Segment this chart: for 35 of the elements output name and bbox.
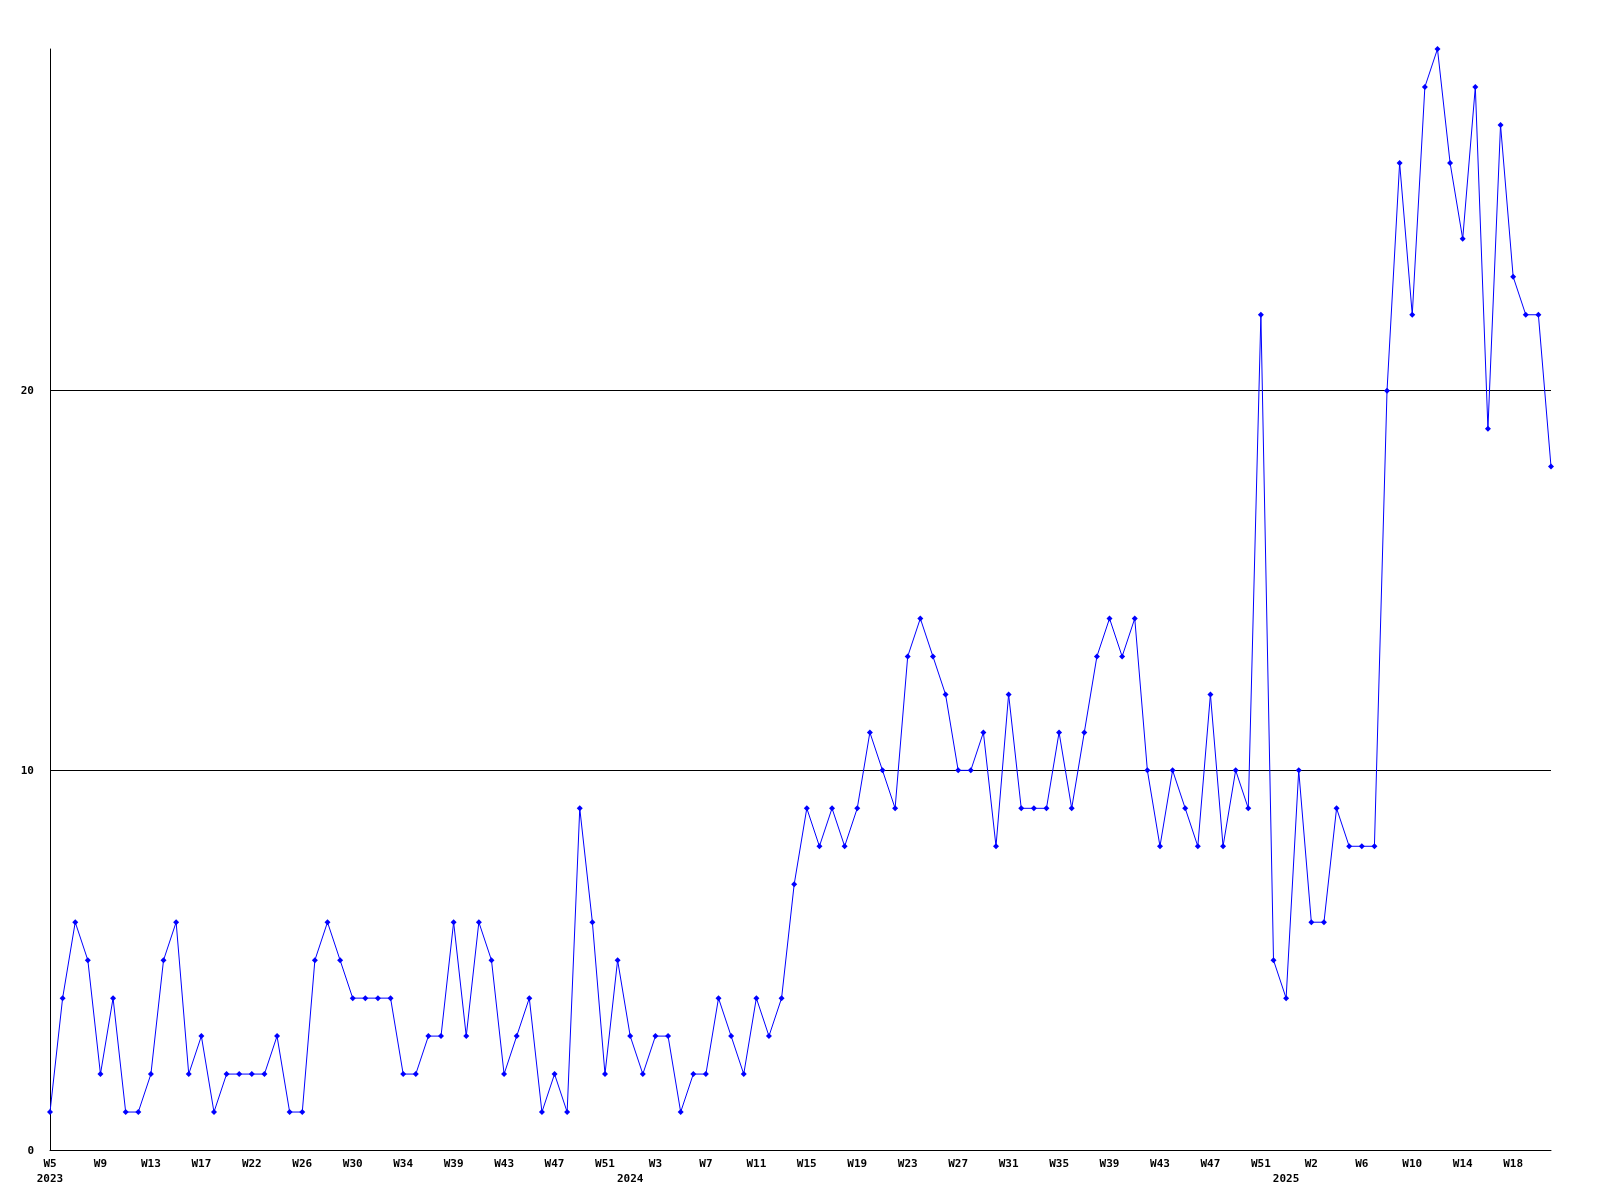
x-tick-label: W14: [1452, 1157, 1474, 1170]
x-tick-label: W35: [1049, 1157, 1070, 1170]
x-tick-label: W9: [93, 1157, 108, 1170]
x-tick-label: W5 2023: [36, 1157, 64, 1185]
x-tick-label: W30: [342, 1157, 363, 1170]
x-tick-label: W15: [796, 1157, 817, 1170]
x-tick-label: 2024: [616, 1172, 644, 1185]
x-tick-label: W6: [1355, 1157, 1369, 1170]
y-tick-label: 0: [27, 1143, 34, 1157]
x-tick-label: W7: [699, 1157, 713, 1170]
x-tick-label: W43: [494, 1157, 515, 1170]
x-tick-label: W13: [140, 1157, 161, 1170]
x-tick-label: W23: [897, 1157, 918, 1170]
x-tick-label: 2025: [1272, 1172, 1300, 1185]
x-tick-label: W22: [241, 1157, 262, 1170]
x-tick-label: W47: [1200, 1157, 1221, 1170]
x-tick-label: W51: [595, 1157, 616, 1170]
x-tick-label: W18: [1503, 1157, 1524, 1170]
x-tick-label: W26: [292, 1157, 313, 1170]
x-tick-label: W27: [948, 1157, 969, 1170]
x-tick-label: W17: [191, 1157, 212, 1170]
y-tick-label: 20: [20, 384, 34, 398]
x-tick-label: W10: [1402, 1157, 1423, 1170]
x-tick-label: W31: [998, 1157, 1019, 1170]
x-tick-label: W3: [648, 1157, 663, 1170]
x-tick-label: W43: [1150, 1157, 1170, 1170]
x-tick-label: W47: [544, 1157, 565, 1170]
x-tick-label: W39: [443, 1157, 464, 1170]
x-tick-label: W34: [393, 1157, 414, 1170]
x-tick-label: W39: [1099, 1157, 1120, 1170]
x-tick-label: W51: [1250, 1157, 1272, 1170]
y-tick-label: 10: [20, 763, 34, 777]
x-tick-label: W11: [746, 1157, 767, 1170]
x-tick-label: W2: [1304, 1157, 1318, 1170]
x-tick-label: W19: [847, 1157, 868, 1170]
